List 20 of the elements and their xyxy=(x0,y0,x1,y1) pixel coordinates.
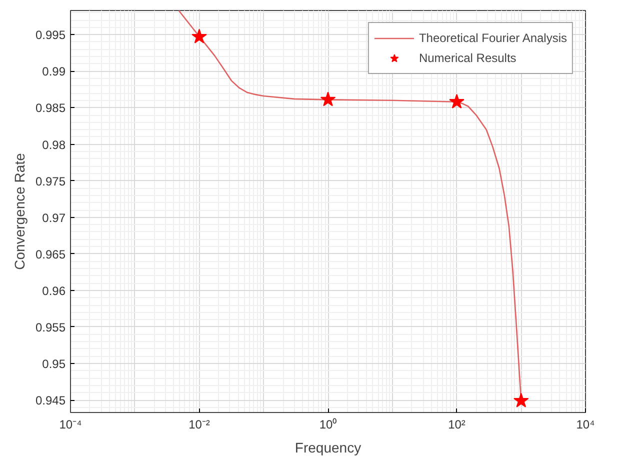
legend-label: Theoretical Fourier Analysis xyxy=(418,31,567,45)
y-tick-label: 0.965 xyxy=(35,247,66,262)
x-tick-label: 10⁴ xyxy=(576,418,595,432)
x-tick-label: 10⁻⁴ xyxy=(59,418,82,432)
y-axis-title: Convergence Rate xyxy=(11,152,28,270)
y-tick-label: 0.98 xyxy=(42,138,66,152)
y-tick-label: 0.96 xyxy=(42,284,66,298)
y-tick-label: 0.985 xyxy=(35,101,66,116)
y-tick-label: 0.995 xyxy=(35,28,66,42)
y-tick-label: 0.95 xyxy=(42,357,66,372)
y-tick-label: 0.945 xyxy=(35,394,66,408)
x-tick-label: 10⁰ xyxy=(319,418,337,432)
x-tick-label: 10⁻² xyxy=(188,418,210,432)
y-tick-label: 0.99 xyxy=(42,64,66,79)
x-tick-label: 10² xyxy=(448,418,466,432)
y-tick-label: 0.955 xyxy=(35,320,66,334)
y-tick-label: 0.975 xyxy=(35,174,66,188)
x-axis-title: Frequency xyxy=(294,440,362,456)
legend-label: Numerical Results xyxy=(418,51,516,65)
y-tick-label: 0.97 xyxy=(42,210,66,225)
